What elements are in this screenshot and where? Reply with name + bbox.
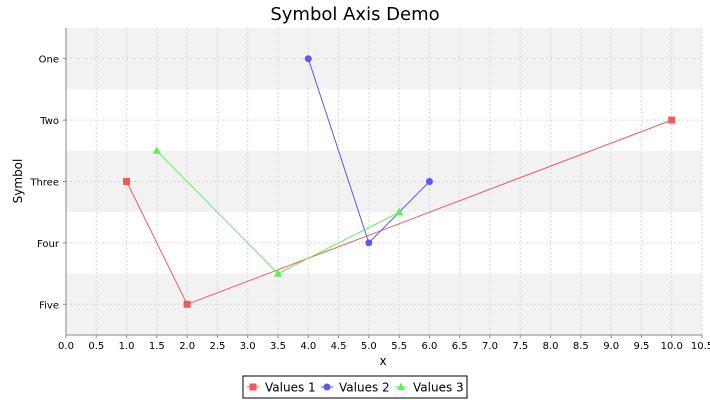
x-axis-label: x — [379, 354, 386, 368]
y-tick-label: Five — [39, 300, 59, 311]
x-tick-label: 0.0 — [58, 341, 74, 352]
x-tick-label: 9.5 — [633, 341, 649, 352]
data-point-values-2 — [304, 55, 312, 63]
legend-label-values-1: Values 1 — [265, 381, 316, 395]
x-tick-label: 2.5 — [209, 341, 225, 352]
legend-label-values-3: Values 3 — [413, 381, 464, 395]
data-point-values-3 — [395, 207, 404, 216]
data-point-values-1 — [123, 178, 131, 185]
series-values-2 — [304, 55, 433, 247]
data-point-values-1 — [668, 116, 676, 124]
legend-label-values-2: Values 2 — [339, 381, 390, 395]
data-point-values-3 — [274, 269, 282, 277]
y-tick-label: One — [39, 55, 59, 66]
x-tick-label: 4.5 — [331, 341, 347, 352]
y-tick-label: Two — [39, 116, 59, 127]
x-tick-label: 5.0 — [361, 341, 377, 352]
x-tick-label: 6.0 — [421, 341, 437, 352]
data-point-values-1 — [183, 300, 191, 308]
data-point-values-3 — [152, 146, 161, 154]
x-tick-label: 7.5 — [512, 341, 528, 352]
series-values-1 — [123, 116, 676, 308]
x-tick-label: 8.0 — [543, 341, 559, 352]
legend-marker-values-3 — [397, 382, 405, 390]
x-tick-label: 4.0 — [300, 341, 316, 352]
series-values-3 — [152, 146, 404, 277]
x-tick-label: 1.5 — [149, 341, 165, 352]
chart-title: Symbol Axis Demo — [270, 4, 439, 25]
x-tick-label: 5.5 — [391, 341, 407, 352]
data-point-values-2 — [365, 239, 373, 247]
data-point-values-2 — [425, 178, 433, 185]
x-tick-label: 6.5 — [452, 341, 468, 352]
x-tick-label: 8.5 — [573, 341, 589, 352]
x-tick-label: 1.0 — [119, 341, 135, 352]
legend-marker-values-2 — [323, 383, 331, 391]
y-axis-label: Symbol — [11, 159, 25, 204]
x-tick-label: 2.0 — [179, 341, 195, 352]
series-group — [123, 55, 676, 308]
legend-marker-values-1 — [249, 383, 257, 391]
legend-box — [242, 375, 468, 399]
x-tick-label: 3.5 — [270, 341, 286, 352]
x-tick-label: 9.0 — [603, 341, 619, 352]
x-tick-label: 3.0 — [240, 341, 256, 352]
x-tick-label: 10.0 — [661, 341, 683, 352]
x-tick-label: 0.5 — [88, 341, 104, 352]
y-tick-label: Four — [37, 239, 60, 250]
legend: Values 1 Values 2 Values 3 — [242, 375, 468, 399]
x-axis-ticks: 0.0 0.5 1.0 1.5 2.0 2.5 3.0 3.5 4.0 4.5 5.0 5.5 6.0 6… — [58, 335, 710, 352]
x-tick-label: 7.0 — [482, 341, 498, 352]
x-tick-label: 10.5 — [691, 341, 710, 352]
y-tick-label: Three — [29, 178, 59, 189]
y-axis-ticks: One Two Three Four Five — [29, 55, 66, 311]
